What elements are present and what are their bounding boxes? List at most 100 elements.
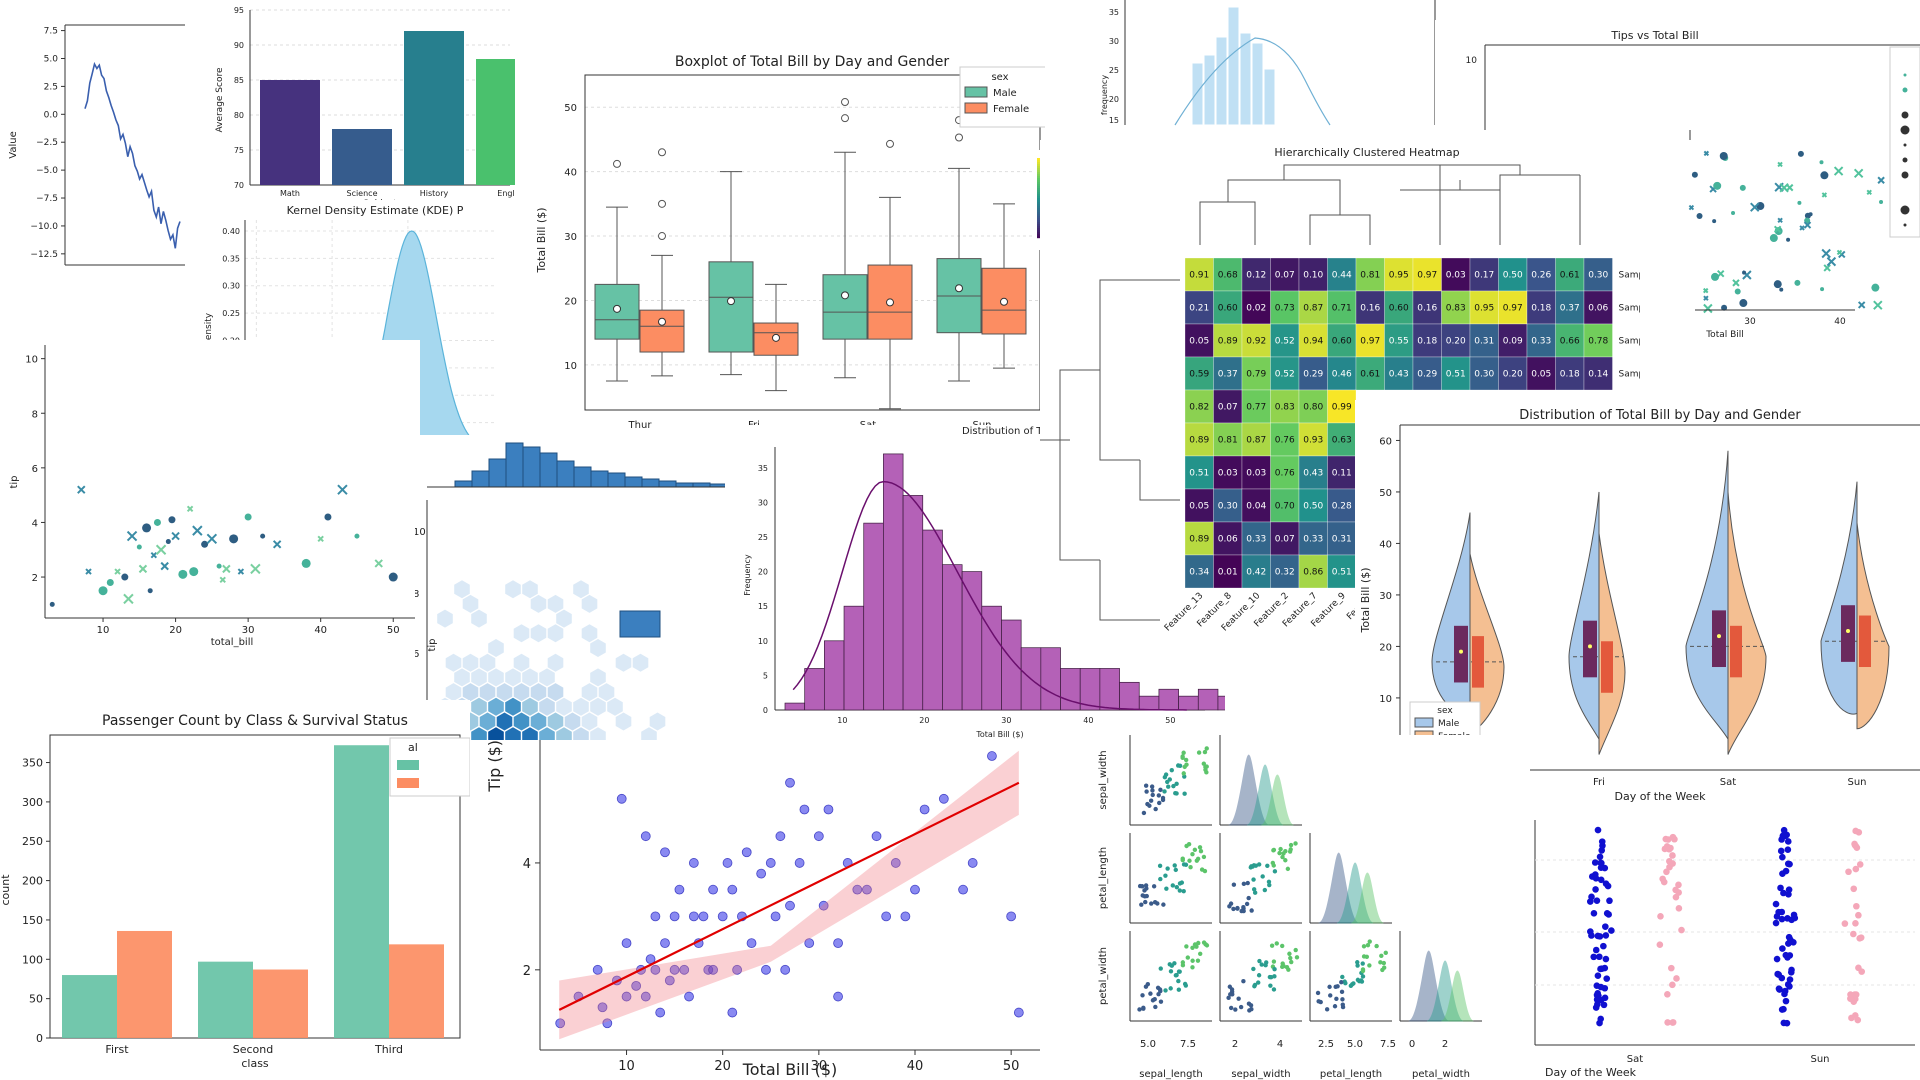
scatter-point — [818, 900, 829, 911]
scatter-point — [688, 858, 699, 868]
iris-point — [1194, 858, 1200, 863]
outlier-point — [886, 139, 894, 148]
scatter-point — [136, 544, 142, 550]
scatter-point — [602, 1018, 613, 1029]
swarm-point — [1775, 985, 1783, 992]
iris-point — [1186, 841, 1192, 847]
iris-point — [1247, 1008, 1252, 1013]
cell-value: 0.76 — [1275, 436, 1295, 446]
scatter-point — [1808, 212, 1813, 217]
row-label: Sample_1 — [1619, 370, 1641, 380]
heatmap-cell — [1412, 257, 1442, 292]
iris-point — [1162, 789, 1167, 794]
violin-female — [1856, 522, 1890, 730]
scatter-point — [684, 991, 694, 1002]
y-tick-label: −10.0 — [30, 222, 58, 232]
boxplot-panel: Boxplot of Total Bill by Day and Gender 1… — [515, 40, 1045, 440]
x-axis-label: class — [241, 1057, 269, 1070]
swarm-point — [1675, 905, 1683, 912]
y-tick-label: 10 — [1466, 56, 1478, 66]
cell-value: 0.73 — [1275, 304, 1295, 314]
outlier-point — [658, 148, 666, 157]
swarm-point — [1669, 981, 1676, 989]
scatter-point — [1853, 168, 1864, 179]
subject-bar-panel: 707580859095MathScienceHistoryEnglSubjec… — [200, 0, 515, 210]
scatter-point — [1799, 225, 1805, 231]
scatter-point — [155, 544, 167, 555]
cell-value: 0.33 — [1303, 535, 1323, 545]
cell-value: 0.32 — [1275, 568, 1295, 578]
heatmap-cell — [1469, 257, 1499, 292]
bar-Math — [260, 80, 320, 185]
iris-point — [1198, 849, 1204, 854]
box-male — [1454, 625, 1468, 683]
legend-marker — [1902, 87, 1908, 93]
iris-point — [1204, 943, 1210, 948]
hex-cell — [530, 624, 547, 643]
iris-point — [1293, 947, 1298, 953]
x-tick-label: 30 — [1744, 317, 1756, 327]
y-tick-label: 4 — [523, 857, 531, 872]
kde-density — [1228, 754, 1269, 826]
x-tick-label: Second — [233, 1043, 273, 1056]
iris-point — [1158, 966, 1163, 971]
heatmap-cell — [1241, 521, 1271, 556]
cell-value: 0.51 — [1189, 469, 1209, 479]
heatmap-cell — [1441, 290, 1471, 325]
heatmap-cell — [1327, 356, 1357, 391]
swarm-point — [1601, 864, 1609, 872]
y-tick-label: −2.5 — [36, 138, 58, 148]
y-tick-label: 8 — [415, 589, 419, 600]
heatmap-cell — [1213, 455, 1243, 490]
x-tick-label: 5.0 — [1347, 1039, 1363, 1050]
cell-value: 0.99 — [1332, 403, 1352, 413]
y-axis-label: Total Bill ($) — [1359, 568, 1372, 634]
scatter-point — [126, 530, 138, 542]
cell-value: 0.86 — [1303, 568, 1323, 578]
bar-Engl — [476, 59, 515, 185]
iris-point — [1340, 997, 1345, 1002]
marginal-bar — [539, 452, 558, 488]
scatter-point — [1732, 279, 1740, 287]
x-axis-label: sepal_length — [1139, 1069, 1203, 1080]
x-axis-label: Day of the Week — [1545, 1066, 1637, 1079]
scatter-point — [621, 938, 632, 949]
iris-point — [1173, 973, 1179, 978]
x-tick-label: 2.5 — [1318, 1039, 1334, 1050]
scatter-point — [354, 533, 360, 539]
iris-point — [1166, 784, 1171, 789]
cell-value: 0.14 — [1588, 370, 1608, 380]
heatmap-cell — [1327, 290, 1357, 325]
scatter-point — [147, 588, 153, 594]
swarm-point — [1590, 910, 1598, 917]
heatmap-cell — [1384, 356, 1414, 391]
hex-cell — [488, 668, 504, 687]
scatter-point — [1820, 171, 1829, 180]
confidence-band — [559, 750, 1019, 1040]
iris-point — [1379, 953, 1384, 959]
swarm-point — [1781, 987, 1789, 995]
swarm-point — [1606, 897, 1613, 905]
scatter-point — [189, 567, 199, 577]
iris-point — [1287, 951, 1292, 956]
iris-point — [1256, 973, 1262, 978]
y-tick-label: 10 — [1379, 694, 1392, 705]
cell-value: 0.83 — [1275, 403, 1295, 413]
kde-density — [1408, 950, 1449, 1022]
scatter-point — [1823, 264, 1831, 272]
iris-point — [1367, 939, 1372, 944]
scatter-point — [77, 485, 86, 494]
heatmap-cell — [1298, 389, 1328, 424]
iris-point — [1233, 1007, 1238, 1012]
scatter-point — [852, 884, 863, 895]
mean-marker — [886, 298, 894, 307]
iris-point — [1246, 895, 1251, 901]
scatter-point — [1866, 189, 1872, 196]
scatter-point — [708, 884, 718, 895]
hist-bar — [1060, 668, 1081, 711]
iris-point — [1184, 944, 1189, 949]
swarm-point — [1660, 878, 1668, 886]
cell-value: 0.71 — [1332, 304, 1352, 314]
swarm-point — [1777, 847, 1785, 855]
bar — [198, 961, 253, 1038]
